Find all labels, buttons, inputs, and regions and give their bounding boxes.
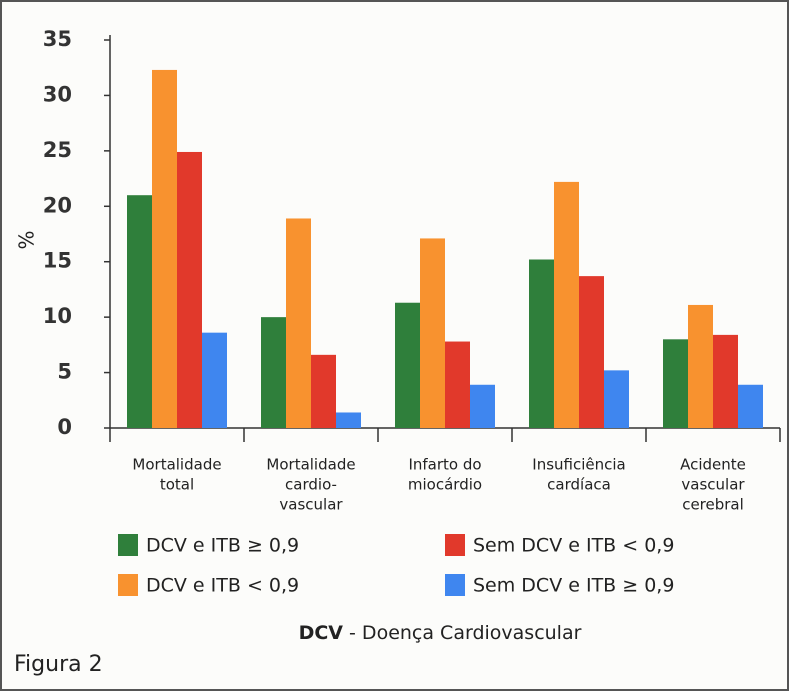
y-tick-label: 10 (43, 304, 72, 328)
legend-swatch (445, 534, 465, 556)
footnote: DCV - Doença Cardiovascular (299, 622, 582, 644)
x-tick-label: miocárdio (408, 476, 482, 494)
legend-swatch (118, 534, 138, 556)
bar (420, 238, 445, 428)
bar (152, 69, 177, 428)
footnote-text: - Doença Cardiovascular (343, 622, 582, 644)
y-tick-label: 0 (57, 415, 72, 439)
bar (688, 304, 713, 428)
bar (579, 276, 604, 428)
y-tick-label: 35 (43, 27, 72, 51)
x-tick-label: cardio- (285, 476, 337, 494)
x-tick-label: vascular (681, 476, 745, 494)
legend-swatch (445, 574, 465, 596)
figure-label: Figura 2 (14, 652, 103, 677)
bar (738, 384, 763, 428)
bar (604, 370, 629, 428)
x-tick-label: Acidente (680, 456, 746, 474)
y-tick-label: 15 (43, 249, 72, 273)
y-tick-label: 20 (43, 193, 72, 217)
y-tick-label: 30 (43, 82, 72, 106)
bar (445, 341, 470, 428)
x-tick-label: vascular (279, 496, 343, 514)
bar (286, 218, 311, 428)
bar (311, 354, 336, 428)
x-tick-label: cerebral (682, 496, 744, 514)
legend-label: Sem DCV e ITB ≥ 0,9 (473, 575, 674, 597)
legend-swatch (118, 574, 138, 596)
y-tick-label: 5 (57, 360, 72, 384)
bar (713, 334, 738, 428)
legend-label: Sem DCV e ITB < 0,9 (473, 535, 674, 557)
bar (529, 259, 554, 428)
bar (261, 317, 286, 428)
bar (177, 151, 202, 429)
x-tick-label: total (160, 476, 194, 494)
bar (395, 302, 420, 428)
legend-label: DCV e ITB < 0,9 (146, 575, 299, 597)
x-tick-label: Infarto do (408, 456, 481, 474)
bar (470, 384, 495, 428)
x-tick-label: Mortalidade (266, 456, 355, 474)
x-tick-label: Insuficiência (532, 456, 625, 474)
y-axis-label: % (15, 230, 39, 249)
footnote-abbr: DCV (299, 622, 344, 644)
bar (663, 339, 688, 428)
bar (336, 412, 361, 428)
bar (554, 181, 579, 428)
y-tick-label: 25 (43, 138, 72, 162)
bar (202, 332, 227, 428)
legend-label: DCV e ITB ≥ 0,9 (146, 535, 299, 557)
x-tick-label: cardíaca (547, 476, 611, 494)
x-tick-label: Mortalidade (132, 456, 221, 474)
bar (127, 195, 152, 428)
